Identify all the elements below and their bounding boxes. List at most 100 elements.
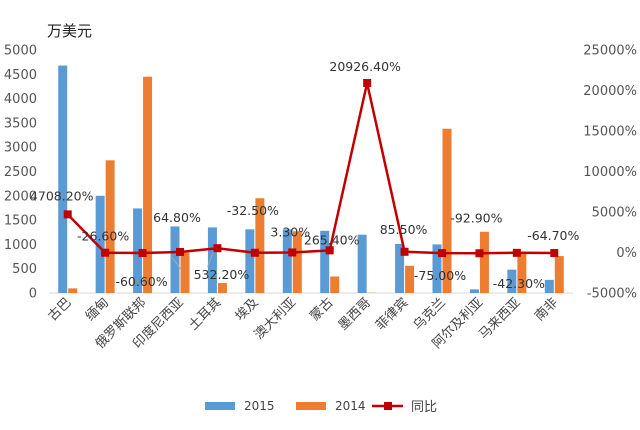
yoy-line xyxy=(66,81,555,255)
yoy-data-label: -32.50% xyxy=(227,203,279,218)
bar-2014 xyxy=(292,231,302,293)
bar-2015 xyxy=(170,226,180,293)
yoy-marker xyxy=(63,210,72,219)
left-tick-label: 5000 xyxy=(4,44,37,59)
bar-2015 xyxy=(95,195,105,293)
left-tick-label: 500 xyxy=(12,262,37,277)
x-category-label: 埃及 xyxy=(233,295,262,324)
left-tick-label: 3000 xyxy=(4,141,37,156)
right-tick-label: 25000% xyxy=(583,44,637,59)
bar-2015 xyxy=(395,243,405,293)
legend: 2015 2014 同比 xyxy=(205,399,437,415)
right-y-axis: -5000% 0% 5000% 10000% 15000% 20000% 25000% xyxy=(583,44,637,302)
x-category-label: 菲律宾 xyxy=(372,295,411,334)
bar-2015 xyxy=(544,279,554,293)
bar-2014 xyxy=(217,283,227,293)
yoy-marker xyxy=(288,248,297,257)
yoy-data-label: 64.80% xyxy=(153,210,201,225)
bar-2015 xyxy=(357,234,367,293)
right-tick-label: 10000% xyxy=(583,165,637,180)
yoy-data-label: -64.70% xyxy=(527,228,579,243)
bar-2015 xyxy=(58,65,68,293)
yoy-marker xyxy=(400,247,409,256)
x-category-label: 蒙古 xyxy=(308,295,337,324)
right-tick-label: -5000% xyxy=(587,287,637,302)
yoy-data-label: -26.60% xyxy=(77,229,129,244)
bar-2014 xyxy=(554,256,564,293)
left-y-axis: 0 500 1000 1500 2000 2500 3000 3500 4000 4500 5000 xyxy=(4,44,37,302)
yoy-data-label: 265.40% xyxy=(304,232,360,247)
bar-2015 xyxy=(207,227,217,293)
yoy-data-label: -60.60% xyxy=(115,274,167,289)
x-category-label: 缅甸 xyxy=(83,295,112,324)
bar-2015 xyxy=(133,208,143,293)
yoy-data-label: 532.20% xyxy=(194,267,250,282)
right-tick-label: 0% xyxy=(616,246,637,261)
yoy-marker xyxy=(550,249,559,258)
yoy-data-label: -75.00% xyxy=(414,268,466,283)
bar-2014 xyxy=(517,253,527,293)
bar-2014 xyxy=(442,128,452,293)
legend-label-2014: 2014 xyxy=(335,399,366,413)
yoy-data-label: 20926.40% xyxy=(329,59,401,74)
yoy-data-label: 3.30% xyxy=(270,224,310,239)
bar-2014 xyxy=(330,276,340,293)
x-category-label: 土耳其 xyxy=(186,295,224,333)
yoy-marker xyxy=(176,247,184,256)
yoy-marker xyxy=(250,248,259,257)
x-category-label: 墨西哥 xyxy=(336,295,374,333)
legend-marker-yoy xyxy=(384,402,392,410)
bar-2015 xyxy=(432,244,442,293)
yoy-line-series xyxy=(63,78,559,258)
bars xyxy=(58,65,564,293)
left-tick-label: 0 xyxy=(29,287,37,302)
legend-swatch-2015 xyxy=(205,402,235,410)
bar-2015 xyxy=(282,229,292,293)
label-leader-line xyxy=(171,256,182,270)
bar-2015 xyxy=(245,229,255,293)
x-category-label: 南非 xyxy=(531,295,561,325)
yoy-marker xyxy=(213,244,222,253)
yoy-marker xyxy=(438,249,446,258)
left-tick-label: 2000 xyxy=(4,189,37,204)
yoy-marker xyxy=(325,246,334,255)
bar-2015 xyxy=(507,269,517,293)
bar-2014 xyxy=(255,198,265,293)
x-category-label: 澳大利亚 xyxy=(251,295,299,343)
yoy-data-label: -92.90% xyxy=(450,210,502,225)
bar-2014 xyxy=(479,231,489,293)
bar-2015 xyxy=(469,289,479,293)
yoy-marker xyxy=(363,78,372,87)
legend-label-yoy: 同比 xyxy=(411,400,437,415)
yoy-marker xyxy=(512,248,521,257)
left-tick-label: 1500 xyxy=(4,214,37,229)
left-tick-label: 3500 xyxy=(4,116,37,131)
yoy-data-label: 85.50% xyxy=(380,222,428,237)
yoy-data-label: -42.30% xyxy=(493,276,545,291)
x-category-label: 马来西亚 xyxy=(476,295,523,342)
legend-label-2015: 2015 xyxy=(244,399,275,413)
bar-2014 xyxy=(405,265,415,293)
left-tick-label: 4500 xyxy=(4,68,37,83)
bar-2014 xyxy=(143,76,153,293)
left-tick-label: 2500 xyxy=(4,165,37,180)
left-tick-label: 4000 xyxy=(4,92,37,107)
unit-label: 万美元 xyxy=(47,22,92,40)
right-tick-label: 15000% xyxy=(583,125,637,140)
right-tick-label: 20000% xyxy=(583,84,637,99)
bar-2014 xyxy=(180,252,190,293)
yoy-marker xyxy=(138,248,147,257)
bar-2014 xyxy=(68,288,78,293)
bar-2014 xyxy=(105,160,115,293)
yoy-marker xyxy=(475,249,484,258)
data-labels: 4708.20% -26.60% -60.60% 64.80% 532.20% -32.5… xyxy=(30,59,580,291)
yoy-marker xyxy=(101,248,110,257)
right-tick-label: 5000% xyxy=(592,206,637,221)
x-category-label: 古巴 xyxy=(46,295,75,324)
left-tick-label: 1000 xyxy=(4,238,37,253)
bar-2015 xyxy=(320,230,330,293)
legend-swatch-2014 xyxy=(296,402,326,410)
yoy-data-label: 4708.20% xyxy=(30,188,94,203)
